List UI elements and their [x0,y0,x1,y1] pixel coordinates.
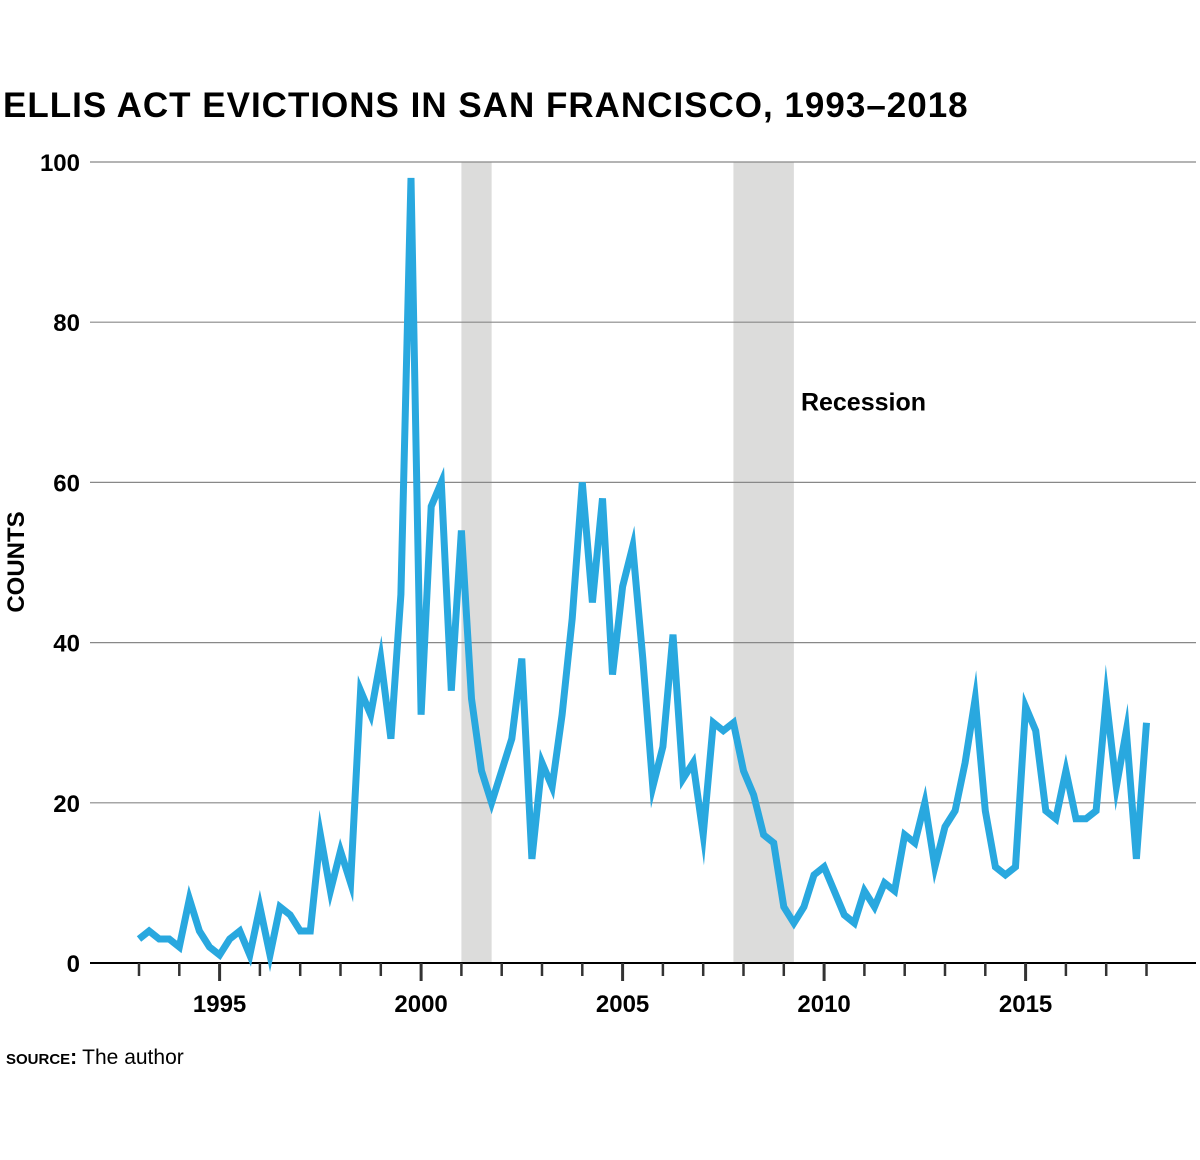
gridlines [90,161,1196,804]
x-tick-label-2010: 2010 [797,991,850,1018]
x-tick-label-1995: 1995 [193,991,246,1018]
chart-title: ELLIS ACT EVICTIONS IN SAN FRANCISCO, 19… [3,86,969,125]
x-tick-label-2015: 2015 [999,991,1052,1018]
y-tick-label-80: 80 [53,310,80,337]
recession-band-2 [733,162,794,963]
y-tick-label-0: 0 [67,951,80,978]
series-line [136,177,1150,973]
y-axis: 0 20 40 60 80 100 [40,150,80,978]
y-tick-label-40: 40 [53,631,80,658]
y-axis-title: COUNTS [3,511,30,612]
source-label: source: [6,1046,78,1069]
y-tick-label-100: 100 [40,150,80,177]
y-tick-label-20: 20 [53,791,80,818]
recession-annotation: Recession [801,388,926,416]
source-text: The author [82,1046,184,1069]
x-tick-label-2005: 2005 [596,991,649,1018]
y-tick-label-60: 60 [53,470,80,497]
source-note: source: The author [6,1046,184,1070]
x-axis: 1995 2000 2005 2010 2015 [90,962,1196,1018]
x-tick-label-2000: 2000 [394,991,447,1018]
evictions-line [136,177,1150,973]
recession-bands [461,162,794,963]
